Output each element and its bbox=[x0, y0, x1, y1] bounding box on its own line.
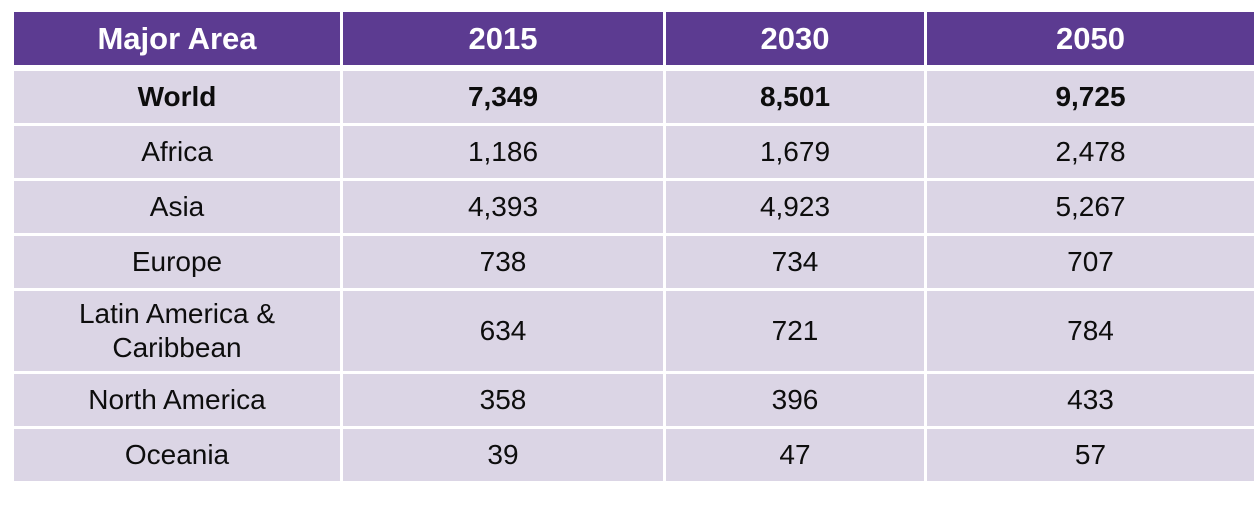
area-label-cell: World bbox=[14, 71, 340, 123]
value-cell: 2,478 bbox=[927, 126, 1254, 178]
table-row-oceania: Oceania 39 47 57 bbox=[14, 429, 1254, 482]
value-cell: 5,267 bbox=[927, 181, 1254, 233]
value-cell: 1,679 bbox=[666, 126, 924, 178]
value-cell: 4,923 bbox=[666, 181, 924, 233]
area-label: Asia bbox=[149, 190, 205, 222]
value-cell: 634 bbox=[343, 291, 663, 372]
area-label-cell: Africa bbox=[14, 126, 340, 178]
value-cell: 433 bbox=[927, 374, 1254, 427]
area-label: North America bbox=[88, 384, 266, 416]
area-label-cell: North America bbox=[14, 374, 340, 427]
value-cell: 358 bbox=[343, 374, 663, 427]
header-cell-major-area: Major Area bbox=[14, 12, 340, 68]
value-cell: 9,725 bbox=[927, 71, 1254, 123]
table-row-latin-america-caribbean: Latin America & Caribbean 634 721 784 bbox=[14, 291, 1254, 372]
area-label: World bbox=[137, 80, 217, 112]
value-cell: 734 bbox=[666, 236, 924, 288]
value-cell: 57 bbox=[927, 429, 1254, 482]
value-cell: 8,501 bbox=[666, 71, 924, 123]
value-cell: 39 bbox=[343, 429, 663, 482]
area-label: Africa bbox=[141, 135, 213, 167]
table-header-row: Major Area 2015 2030 2050 bbox=[14, 12, 1254, 68]
population-projection-table: Major Area 2015 2030 2050 World 7,349 8,… bbox=[11, 9, 1257, 484]
value-cell: 4,393 bbox=[343, 181, 663, 233]
value-cell: 396 bbox=[666, 374, 924, 427]
value-cell: 784 bbox=[927, 291, 1254, 372]
area-label-cell: Oceania bbox=[14, 429, 340, 482]
table-row-europe: Europe 738 734 707 bbox=[14, 236, 1254, 288]
area-label: Latin America & Caribbean bbox=[78, 298, 276, 364]
table-row-north-america: North America 358 396 433 bbox=[14, 374, 1254, 427]
value-cell: 707 bbox=[927, 236, 1254, 288]
value-cell: 47 bbox=[666, 429, 924, 482]
header-cell-2015: 2015 bbox=[343, 12, 663, 68]
area-label-cell: Europe bbox=[14, 236, 340, 288]
value-cell: 721 bbox=[666, 291, 924, 372]
table-row-asia: Asia 4,393 4,923 5,267 bbox=[14, 181, 1254, 233]
header-cell-2030: 2030 bbox=[666, 12, 924, 68]
table-row-africa: Africa 1,186 1,679 2,478 bbox=[14, 126, 1254, 178]
area-label-cell: Asia bbox=[14, 181, 340, 233]
table-row-world: World 7,349 8,501 9,725 bbox=[14, 71, 1254, 123]
value-cell: 1,186 bbox=[343, 126, 663, 178]
value-cell: 738 bbox=[343, 236, 663, 288]
value-cell: 7,349 bbox=[343, 71, 663, 123]
area-label: Europe bbox=[131, 245, 223, 277]
area-label: Oceania bbox=[124, 439, 230, 471]
header-cell-2050: 2050 bbox=[927, 12, 1254, 68]
area-label-cell: Latin America & Caribbean bbox=[14, 291, 340, 372]
